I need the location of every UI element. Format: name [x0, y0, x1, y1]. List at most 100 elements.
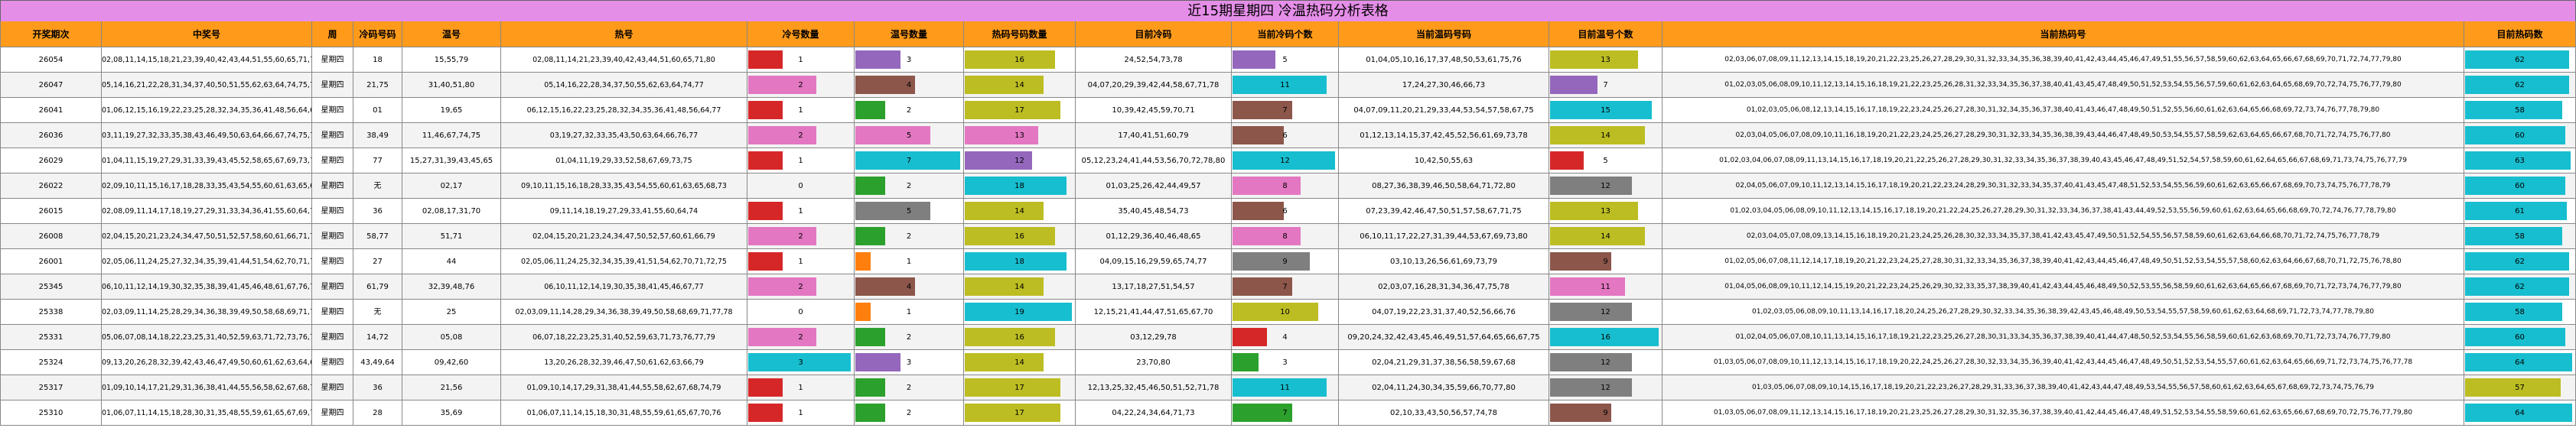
table-cell: 03,12,29,78 [1076, 325, 1232, 350]
table-cell: 24,52,54,73,78 [1076, 47, 1232, 73]
count-label: 2 [798, 81, 803, 89]
count-label: 17 [1014, 106, 1024, 115]
count-bar [2465, 126, 2566, 144]
count-label: 12 [1601, 384, 1610, 392]
table-cell: 星期四 [312, 249, 353, 274]
count-label: 7 [906, 157, 912, 165]
table-cell: 02,05,06,11,24,25,27,32,34,35,39,41,44,5… [102, 249, 312, 274]
count-label: 1 [906, 258, 912, 266]
table-cell: 61,79 [353, 274, 402, 300]
table-cell: 12,13,25,32,45,46,50,51,52,71,78 [1076, 375, 1232, 400]
count-bar [748, 404, 783, 422]
count-label: 2 [798, 333, 803, 342]
count-bar [748, 353, 851, 371]
table-cell: 无 [353, 173, 402, 199]
count-label: 11 [1601, 283, 1610, 291]
count-bar [855, 177, 886, 195]
count-label: 2 [906, 384, 912, 392]
table-cell: 7 [1232, 274, 1339, 300]
count-label: 9 [1603, 258, 1608, 266]
table-cell: 08,27,36,38,39,46,50,58,64,71,72,80 [1339, 173, 1549, 199]
table-cell: 28 [353, 400, 402, 426]
table-cell: 17,40,41,51,60,79 [1076, 123, 1232, 148]
table-cell: 无 [353, 300, 402, 325]
count-bar [748, 76, 817, 94]
table-cell: 14 [1549, 123, 1663, 148]
count-label: 7 [1282, 106, 1288, 115]
column-header: 周 [312, 21, 353, 47]
table-cell: 14 [964, 199, 1076, 224]
table-cell: 6 [1232, 199, 1339, 224]
table-cell: 星期四 [312, 274, 353, 300]
count-label: 2 [906, 333, 912, 342]
table-cell: 1 [747, 98, 855, 123]
table-cell: 15,27,31,39,43,45,65 [402, 148, 501, 173]
table-cell: 14 [964, 73, 1076, 98]
table-cell: 12 [1549, 173, 1663, 199]
table-cell: 10,39,42,45,59,70,71 [1076, 98, 1232, 123]
count-bar [748, 227, 817, 245]
count-bar [2465, 101, 2562, 119]
count-bar [965, 328, 1055, 346]
table-cell: 19 [964, 300, 1076, 325]
table-cell: 0 [747, 300, 855, 325]
table-cell: 43,49,64 [353, 350, 402, 375]
table-cell: 03,19,27,32,33,35,43,50,63,64,66,76,77 [501, 123, 747, 148]
table-cell: 25 [402, 300, 501, 325]
count-bar [1550, 151, 1584, 170]
count-bar [965, 277, 1044, 296]
table-cell: 51,71 [402, 224, 501, 249]
table-cell: 5 [855, 199, 964, 224]
count-bar [2465, 177, 2566, 195]
table-cell: 星期四 [312, 47, 353, 73]
count-label: 12 [1601, 308, 1610, 316]
count-bar [965, 227, 1055, 245]
table-cell: 1 [747, 375, 855, 400]
table-cell: 14 [964, 274, 1076, 300]
table-cell: 星期四 [312, 199, 353, 224]
count-bar [965, 252, 1067, 271]
count-label: 3 [906, 56, 912, 64]
table-cell: 星期四 [312, 325, 353, 350]
count-bar [965, 404, 1061, 422]
table-cell: 02,08,11,14,21,23,39,40,42,43,44,51,60,6… [501, 47, 747, 73]
count-label: 18 [1014, 258, 1024, 266]
table-cell: 01,04,05,06,08,09,10,11,12,14,15,19,20,2… [1663, 274, 2464, 300]
table-cell: 01,02,04,05,06,07,08,10,11,13,14,15,16,1… [1663, 325, 2464, 350]
count-label: 16 [1014, 333, 1024, 342]
count-bar [748, 202, 783, 220]
table-cell: 13,20,26,28,32,39,46,47,50,61,62,63,66,7… [501, 350, 747, 375]
table-cell: 01,02,03,05,06,08,09,10,11,12,13,14,15,1… [1663, 73, 2464, 98]
table-cell: 12 [1232, 148, 1339, 173]
table-cell: 26054 [0, 47, 102, 73]
table-cell: 25338 [0, 300, 102, 325]
count-label: 5 [1282, 56, 1288, 64]
table-cell: 8 [1232, 224, 1339, 249]
table-cell: 2 [855, 173, 964, 199]
count-bar [2465, 277, 2569, 296]
table-cell: 63 [2464, 148, 2576, 173]
table-cell: 05,14,16,21,22,28,31,34,37,40,50,51,55,6… [102, 73, 312, 98]
count-bar [748, 101, 783, 119]
table-cell: 09,10,11,15,16,18,28,33,35,43,54,55,60,6… [501, 173, 747, 199]
table-cell: 7 [1232, 400, 1339, 426]
count-bar [855, 303, 871, 321]
table-cell: 02,08,11,14,15,18,21,23,39,40,42,43,44,5… [102, 47, 312, 73]
table-cell: 06,10,11,12,14,19,30,32,35,38,39,41,45,4… [102, 274, 312, 300]
count-label: 61 [2515, 207, 2525, 216]
table-cell: 3 [1232, 350, 1339, 375]
table-cell: 60 [2464, 325, 2576, 350]
count-bar [2465, 50, 2569, 69]
count-bar [1233, 353, 1259, 371]
column-header: 热号 [501, 21, 747, 47]
table-cell: 05,08 [402, 325, 501, 350]
table-cell: 2 [855, 400, 964, 426]
table-cell: 13,17,18,27,51,54,57 [1076, 274, 1232, 300]
count-bar [1550, 76, 1598, 94]
count-label: 9 [1603, 409, 1608, 417]
table-cell: 12 [1549, 375, 1663, 400]
table-cell: 06,12,15,16,22,23,25,28,32,34,35,36,41,4… [501, 98, 747, 123]
count-bar [1233, 303, 1318, 321]
count-label: 57 [2515, 384, 2525, 392]
table-cell: 16 [964, 224, 1076, 249]
